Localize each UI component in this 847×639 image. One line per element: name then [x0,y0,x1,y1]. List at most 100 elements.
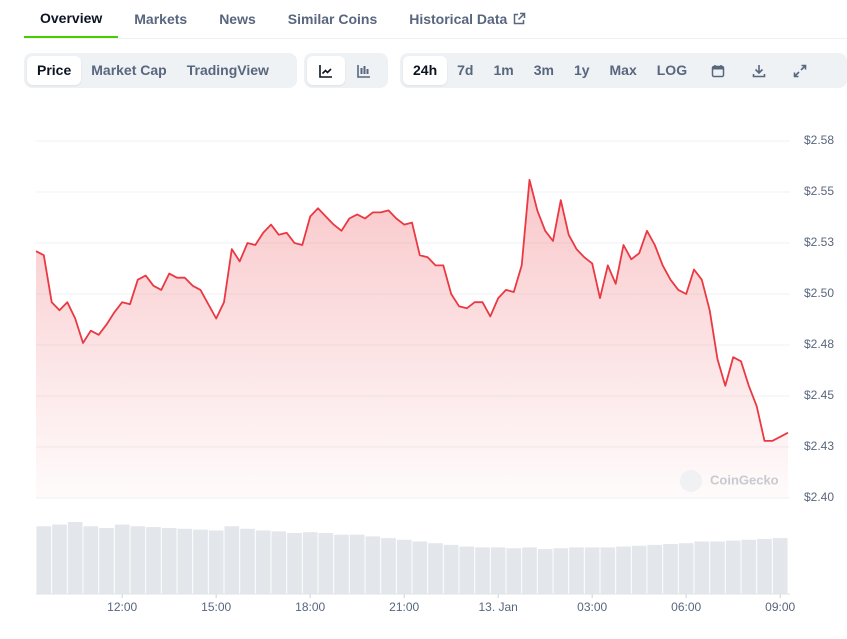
range-button[interactable]: 7d [447,56,483,85]
volume-bar [584,547,600,594]
x-tick-label: 12:00 [107,600,137,614]
line-icon [319,64,332,78]
volume-bar [224,526,240,594]
volume-bar [114,524,130,594]
volume-bar [710,541,725,594]
y-tick-label: $2.55 [804,184,834,198]
tab[interactable]: Overview [24,0,119,38]
volume-bar [647,544,663,594]
y-tick-label: $2.48 [804,337,834,351]
volume-bar [208,530,224,594]
volume-bar [193,529,208,594]
y-tick-label: $2.53 [804,235,834,249]
volume-bar [302,532,318,594]
volume-bar [161,527,177,594]
range-button[interactable]: LOG [647,56,697,85]
calendar-icon [711,64,724,77]
tab-label: Markets [134,11,188,27]
range-button-label: 24h [413,62,438,78]
range-button[interactable]: 3m [524,56,564,85]
volume-bar [255,530,271,594]
tab[interactable]: Historical Data [393,0,542,38]
volume-bar [146,527,161,594]
x-tick-label: 13. Jan [478,600,517,614]
volume-bar [694,541,710,594]
view-toggle: Price Market Cap TradingView [24,53,297,88]
watermark: CoinGecko [680,470,779,492]
range-button[interactable]: 1m [483,56,523,85]
range-button-label: Max [609,62,637,78]
external-link-icon [514,12,526,25]
price-line [35,178,789,442]
range-button-label: 7d [457,62,474,78]
volume-bar [459,546,475,594]
view-button[interactable]: Market Cap [81,56,176,85]
y-tick-label: $2.50 [804,286,834,300]
volume-bar [616,546,631,594]
volume-bar [67,522,83,594]
line-chart-button[interactable] [307,56,345,85]
volume-bar [240,528,255,594]
download-icon [752,64,765,77]
volume-bar [396,539,412,594]
volume-bar [36,526,52,594]
price-area [36,179,788,499]
watermark-text: CoinGecko [710,472,779,487]
x-tick-label: 06:00 [671,600,701,614]
fullscreen-icon [793,64,806,77]
y-tick-label: $2.45 [804,388,834,402]
download-button[interactable] [738,56,779,85]
volume-bar [600,547,616,594]
view-button[interactable]: TradingView [177,56,279,85]
range-button[interactable]: 1y [564,56,600,85]
range-button-label: LOG [656,62,688,78]
candle-chart-button[interactable] [345,56,383,85]
x-tick-label: 03:00 [577,600,607,614]
fullscreen-button[interactable] [779,56,820,85]
volume-bar [537,549,553,594]
price-chart: CoinGecko $2.40 $2.43 $2.45 $2.48 $2.50 $2.53… [35,133,834,614]
tab[interactable]: Markets [118,0,203,38]
tab-bar: Overview Markets News Similar Coins Historic… [24,0,847,39]
range-button-label: 1y [573,62,590,78]
volume-bar [569,547,584,594]
volume-bar [553,548,569,594]
range-button[interactable]: 24h [403,56,448,85]
volume-bar [772,538,788,594]
volume-bar [271,531,287,594]
volume-bar [725,540,741,594]
volume-bar [443,544,459,594]
tab-label: Historical Data [409,11,508,27]
tab-label: Similar Coins [287,11,378,27]
x-tick-label: 21:00 [389,600,419,614]
volume-bar [381,538,396,594]
volume-bar [475,547,490,594]
x-tick-label: 15:00 [201,600,231,614]
x-tick-label: 09:00 [765,600,795,614]
range-button[interactable]: Max [600,56,647,85]
volume-bar [334,534,349,594]
view-button-label: Price [37,62,72,78]
volume-bar [99,527,114,594]
y-tick-label: $2.43 [804,439,834,453]
range-button-label: 3m [533,62,554,78]
view-button-label: Market Cap [91,62,167,78]
watermark-logo [680,470,702,492]
tab[interactable]: Similar Coins [272,0,393,38]
volume-bar [428,543,443,594]
calendar-button[interactable] [697,56,738,85]
tab[interactable]: News [203,0,272,38]
range-toggle: 24h 7d 1m 3m 1y Max LOG [400,53,847,88]
volume-bar [365,536,381,594]
volume-bar [678,543,694,594]
view-button[interactable]: Price [27,56,82,85]
tab-label: Overview [40,10,103,26]
volume-bar [506,548,522,594]
tab-label: News [219,11,256,27]
volume-bar [757,538,772,594]
volume-bar [412,541,428,594]
volume-bar [741,539,757,594]
range-button-label: 1m [493,62,514,78]
volume-bar [349,534,365,594]
